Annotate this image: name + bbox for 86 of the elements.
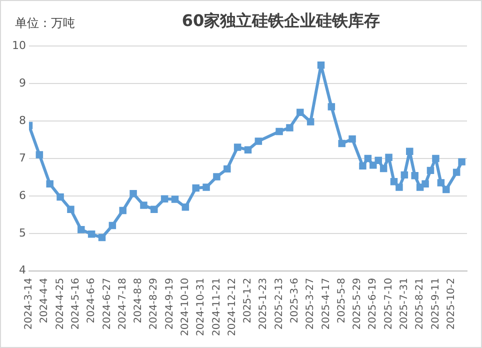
point bbox=[458, 158, 466, 166]
point bbox=[213, 173, 220, 180]
x-tick-label: 2024-10-31 bbox=[196, 278, 207, 336]
point bbox=[88, 230, 96, 238]
y-tick-label: 5 bbox=[18, 226, 26, 240]
point bbox=[359, 162, 366, 170]
point bbox=[224, 165, 231, 173]
point bbox=[432, 154, 440, 162]
point bbox=[160, 195, 168, 203]
x-tick-label: 2024-6-6 bbox=[86, 278, 98, 324]
point bbox=[46, 180, 54, 188]
point bbox=[426, 166, 434, 174]
x-tick-label: 2025-3-6 bbox=[290, 278, 301, 324]
point bbox=[192, 184, 200, 192]
point bbox=[385, 154, 392, 161]
point bbox=[396, 184, 403, 191]
x-tick-label: 2025-7-10 bbox=[383, 278, 394, 330]
point bbox=[370, 162, 377, 169]
point bbox=[406, 148, 414, 155]
point bbox=[452, 168, 460, 176]
point bbox=[306, 118, 314, 126]
point bbox=[400, 171, 408, 179]
y-tick-label: 4 bbox=[18, 264, 26, 277]
point bbox=[140, 202, 148, 209]
x-tick-label: 2025-3-27 bbox=[305, 278, 316, 330]
x-tick-label: 2024-8-29 bbox=[148, 278, 160, 330]
x-tick-label: 2024-12-12 bbox=[226, 278, 238, 336]
point bbox=[317, 61, 325, 69]
x-tick-label: 2025-2-13 bbox=[274, 278, 285, 330]
y-tick-label: 8 bbox=[18, 114, 26, 127]
chart-title: 60家独立硅铁企业硅铁库存 bbox=[180, 11, 382, 32]
x-tick-label: 2025-5-29 bbox=[352, 278, 364, 330]
x-tick-label: 2025-7-31 bbox=[399, 278, 410, 330]
point bbox=[98, 234, 106, 242]
point bbox=[234, 144, 242, 151]
x-tick-label: 2025-9-11 bbox=[430, 278, 442, 330]
point bbox=[296, 108, 304, 116]
point bbox=[56, 193, 64, 201]
x-tick-label: 2024-3-14 bbox=[24, 278, 35, 330]
x-tick-label: 2024-11-21 bbox=[211, 278, 222, 336]
x-tick-label: 2024-4-25 bbox=[54, 278, 66, 330]
y-tick-label: 7 bbox=[18, 151, 26, 164]
point bbox=[78, 226, 85, 234]
x-tick-label: 2024-7-18 bbox=[117, 278, 128, 330]
point bbox=[422, 180, 429, 188]
point bbox=[254, 138, 262, 145]
point bbox=[67, 206, 74, 214]
x-tick-label: 2025-6-19 bbox=[368, 278, 379, 330]
point bbox=[374, 156, 382, 164]
point bbox=[150, 206, 158, 214]
x-tick-label: 2024-4-4 bbox=[39, 278, 50, 324]
text: 单位：万吨 bbox=[15, 15, 75, 32]
x-tick-label: 2025-4-17 bbox=[320, 278, 332, 330]
x-tick-label: 2024-8-8 bbox=[133, 278, 144, 324]
point bbox=[36, 151, 44, 158]
x-tick-label: 2025-5-8 bbox=[336, 278, 348, 324]
x-tick-label: 2024-9-19 bbox=[164, 278, 176, 330]
point bbox=[348, 135, 356, 143]
point bbox=[416, 184, 424, 191]
point bbox=[130, 190, 137, 198]
point bbox=[244, 146, 252, 154]
x-tick-label: 2025-10-2 bbox=[446, 278, 457, 330]
x-tick-label: 2024-10-10 bbox=[180, 278, 192, 336]
x-tick-label: 2025-8-21 bbox=[414, 278, 426, 330]
x-tick-label: 2025-1-23 bbox=[258, 278, 270, 330]
point bbox=[182, 204, 190, 211]
point bbox=[442, 186, 450, 194]
y-tick-label: 10 bbox=[12, 38, 26, 52]
point bbox=[328, 103, 336, 110]
y-tick-label: 6 bbox=[18, 188, 26, 202]
point bbox=[108, 222, 116, 230]
point bbox=[171, 196, 179, 203]
y-tick-label: 9 bbox=[18, 76, 26, 90]
point bbox=[286, 124, 294, 132]
point bbox=[390, 178, 398, 186]
point bbox=[276, 128, 283, 136]
x-tick-label: 2024-6-27 bbox=[102, 278, 113, 330]
point bbox=[411, 172, 418, 180]
point bbox=[364, 154, 372, 162]
point bbox=[338, 140, 346, 148]
point bbox=[437, 179, 445, 186]
point bbox=[202, 184, 210, 191]
point bbox=[380, 164, 388, 172]
point bbox=[119, 206, 126, 214]
x-tick-label: 2025-1-2 bbox=[242, 278, 254, 324]
x-tick-label: 2024-5-16 bbox=[70, 278, 82, 330]
